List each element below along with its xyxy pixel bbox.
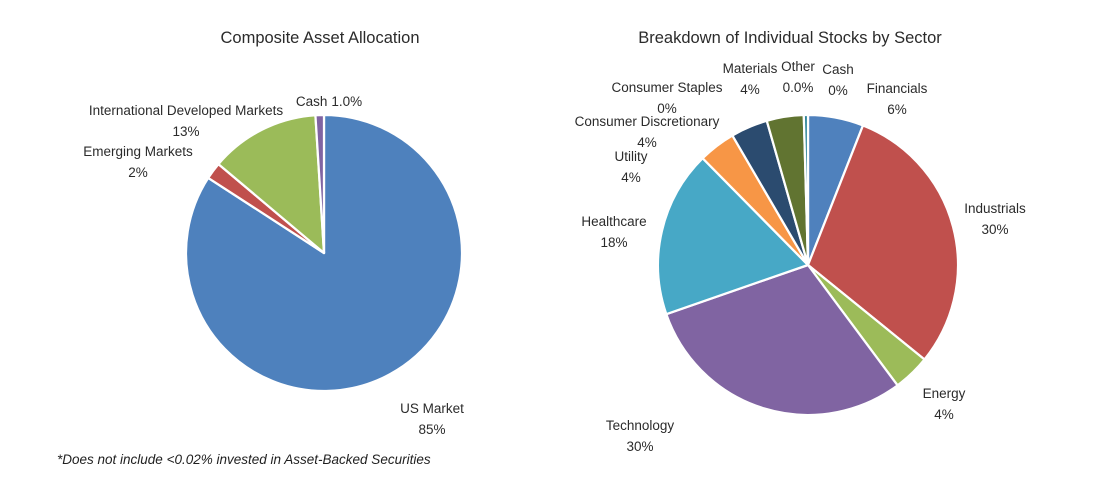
left-chart-title: Composite Asset Allocation (220, 29, 420, 47)
label-international-developed-markets: International Developed Markets 13% (89, 100, 283, 142)
pie-slice-industrials (806, 124, 960, 361)
label-us-market: US Market 85% (400, 398, 464, 440)
cash-left-name: Cash (295, 94, 328, 109)
technology-name: Technology (605, 418, 675, 433)
healthcare-pct: 18% (600, 235, 628, 250)
consumer-staples-name: Consumer Staples (611, 80, 723, 95)
us-market-pct: 85% (418, 422, 446, 437)
consumer-staples-pct: 0% (657, 101, 677, 116)
energy-pct: 4% (934, 407, 954, 422)
cash-left-pct: 1.0% (331, 94, 363, 109)
label-consumer-staples: Consumer Staples 0% (611, 77, 722, 119)
us-market-name: US Market (400, 401, 464, 416)
financials-name: Financials (866, 81, 928, 96)
label-energy: Energy 4% (923, 383, 966, 425)
healthcare-name: Healthcare (581, 214, 647, 229)
materials-pct: 4% (740, 82, 760, 97)
cash-right-name: Cash (822, 62, 854, 77)
pie-composite-asset-allocation (184, 113, 464, 393)
label-consumer-discretionary: Consumer Discretionary 4% (575, 111, 720, 153)
industrials-pct: 30% (981, 222, 1009, 237)
label-financials: Financials 6% (867, 78, 928, 120)
label-healthcare: Healthcare 18% (581, 211, 646, 253)
cash-right-pct: 0% (828, 83, 848, 98)
utility-name: Utility (614, 149, 648, 164)
idm-pct: 13% (172, 124, 200, 139)
em-name: Emerging Markets (83, 144, 193, 159)
pie-slice-technology (665, 263, 899, 417)
idm-name: International Developed Markets (88, 103, 284, 118)
right-chart-title: Breakdown of Individual Stocks by Sector (638, 29, 942, 47)
pie-stocks-by-sector (656, 113, 960, 417)
pie-slice-cash (802, 113, 810, 267)
pie-slice-healthcare (656, 157, 810, 316)
em-pct: 2% (128, 165, 148, 180)
other-name: Other (781, 59, 815, 74)
technology-pct: 30% (626, 439, 654, 454)
financials-pct: 6% (887, 102, 907, 117)
energy-name: Energy (922, 386, 966, 401)
consumer-discretionary-name: Consumer Discretionary (574, 114, 720, 129)
industrials-name: Industrials (964, 201, 1026, 216)
pie-slice-us-market (184, 113, 464, 393)
label-emerging-markets: Emerging Markets 2% (83, 141, 193, 183)
consumer-discretionary-pct: 4% (637, 135, 657, 150)
label-technology: Technology 30% (606, 415, 674, 457)
label-industrials: Industrials 30% (964, 198, 1026, 240)
utility-pct: 4% (621, 170, 641, 185)
label-other: Other 0.0% (781, 56, 815, 98)
other-pct: 0.0% (782, 80, 814, 95)
materials-name: Materials (722, 61, 778, 76)
label-cash-right: Cash 0% (822, 59, 854, 101)
footnote-asset-backed-securities: *Does not include <0.02% invested in Ass… (57, 452, 431, 467)
label-materials: Materials 4% (723, 58, 778, 100)
pie-slice-cash (314, 113, 326, 255)
pie-slice-international-developed-markets (217, 114, 326, 255)
label-cash-left: Cash 1.0% (296, 91, 362, 112)
label-utility: Utility 4% (615, 146, 648, 188)
